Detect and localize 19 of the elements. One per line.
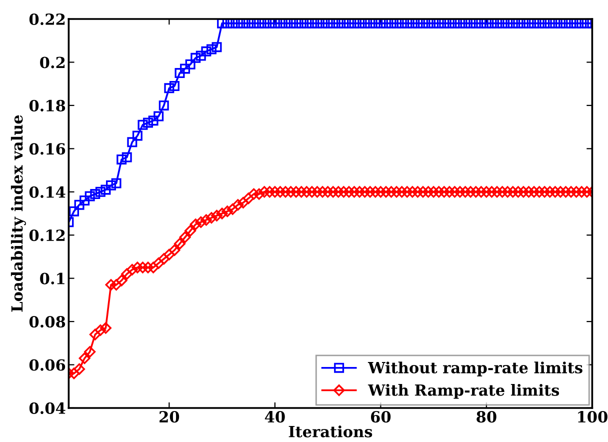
legend-label: Without ramp-rate limits (368, 362, 582, 376)
y-tick-label: 0.04 (29, 402, 66, 414)
y-tick-label: 0.2 (40, 56, 65, 68)
y-tick-label: 0.22 (29, 13, 65, 26)
y-tick-label: 0.12 (29, 230, 65, 242)
y-tick-label: 0.06 (29, 359, 66, 371)
x-axis-title: Iterations (288, 426, 372, 438)
y-tick-label: 0.08 (29, 316, 66, 328)
x-tick-label: 100 (578, 411, 608, 423)
x-tick-label: 60 (371, 411, 391, 423)
y-tick-label: 0.1 (40, 272, 64, 284)
y-axis-title: Loadability index value (10, 115, 26, 312)
y-tick-label: 0.16 (29, 143, 66, 155)
y-tick-label: 0.14 (29, 186, 66, 198)
legend-label: With Ramp-rate limits (368, 384, 560, 399)
x-tick-label: 40 (264, 411, 285, 423)
y-tick-label: 0.18 (29, 100, 66, 112)
x-tick-label: 20 (160, 411, 180, 423)
x-tick-label: 80 (476, 411, 496, 423)
